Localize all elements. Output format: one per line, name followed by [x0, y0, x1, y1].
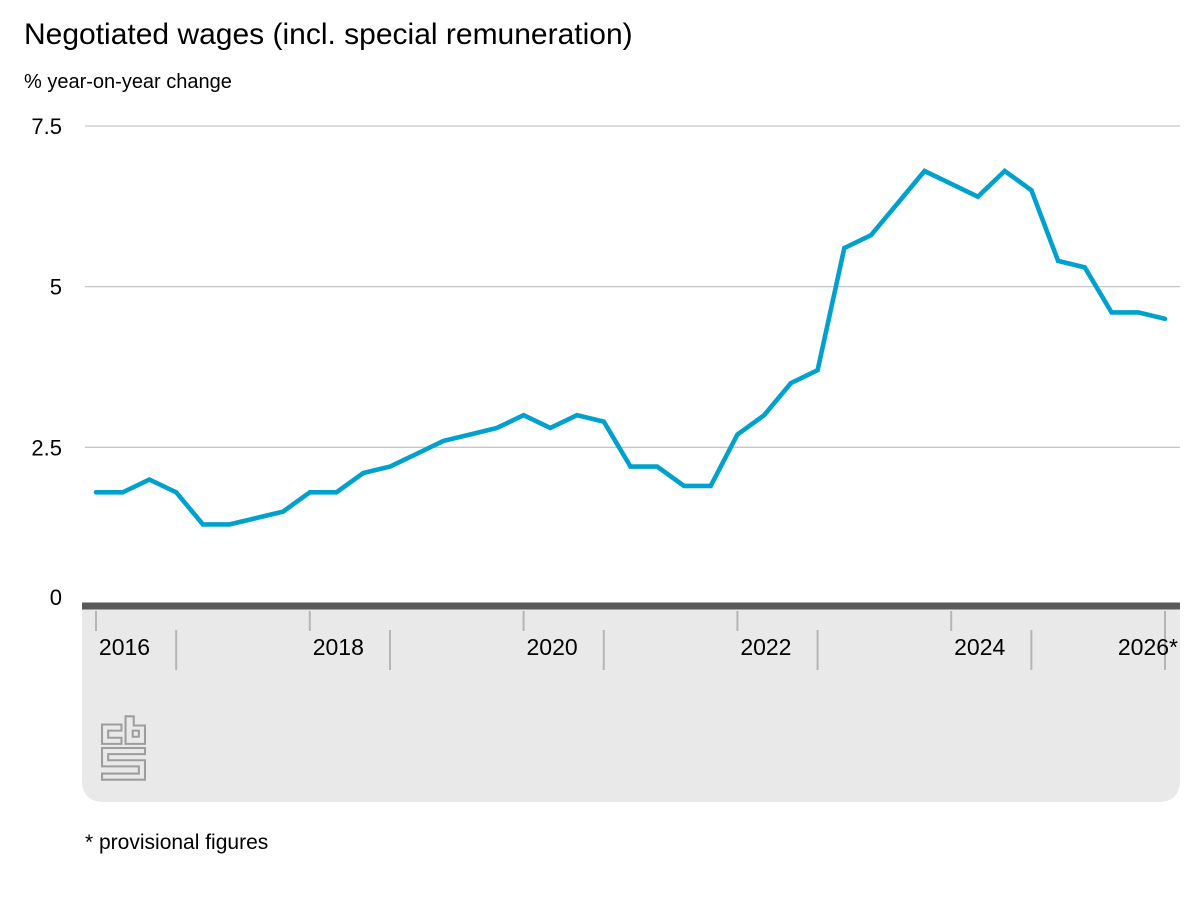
zero-axis-bar [82, 602, 1180, 610]
x-axis-label-2020: 2020 [527, 634, 578, 660]
x-axis-label-2018: 2018 [313, 634, 364, 660]
x-axis-label-2016: 2016 [99, 634, 150, 660]
chart-subtitle: % year-on-year change [24, 71, 232, 93]
x-axis-label-2026: 2026* [1118, 634, 1178, 660]
x-axis-band [82, 605, 1180, 802]
y-axis-label-7.5: 7.5 [31, 114, 62, 139]
cbs-logo [101, 715, 146, 781]
cbs-logo-letter-s [101, 746, 146, 781]
wage-line-series [93, 168, 1168, 527]
footnote-provisional: * provisional figures [85, 831, 269, 854]
wage-line-chart: 0 2.5 5 7.5 2016 2018 2020 2022 2024 2026* [31, 114, 1180, 802]
cbs-logo-letter-c [101, 723, 123, 745]
y-axis-label-5: 5 [50, 275, 62, 300]
x-axis-label-2022: 2022 [740, 634, 791, 660]
cbs-logo-letter-b [124, 715, 146, 745]
y-axis-label-0: 0 [50, 585, 62, 610]
y-axis-label-2.5: 2.5 [31, 435, 62, 460]
chart-title: Negotiated wages (incl. special remunera… [24, 18, 633, 51]
x-axis-label-2024: 2024 [954, 634, 1005, 660]
